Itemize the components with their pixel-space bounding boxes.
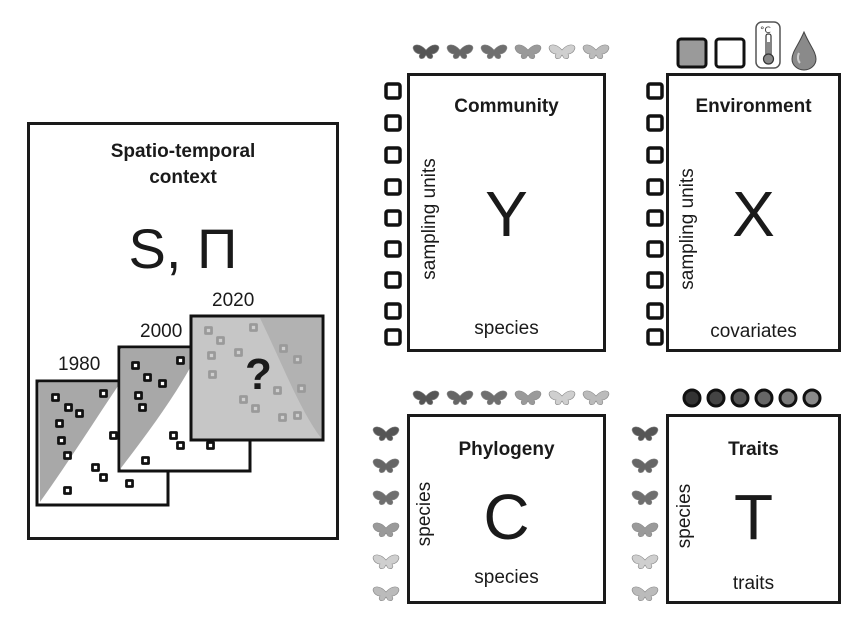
moth-icon — [631, 490, 659, 505]
moth-icon — [446, 390, 474, 405]
traits-row-label: species — [674, 483, 695, 549]
phylogeny-top-moth-icons — [410, 386, 615, 410]
trait-dot-icon — [706, 388, 726, 408]
phylogeny-title: Phylogeny — [458, 439, 555, 460]
trait-dot-icon — [730, 388, 750, 408]
community-title: Community — [454, 96, 559, 117]
community-symbol: Y — [485, 178, 528, 250]
traits-symbol: T — [733, 481, 774, 553]
community-sampling-markers — [383, 82, 403, 347]
environment-title: Environment — [695, 96, 812, 117]
traits-title: Traits — [728, 439, 779, 460]
environment-sampling-markers — [645, 82, 665, 347]
moth-icon — [631, 586, 659, 601]
environment-symbol: X — [732, 178, 775, 250]
trait-dot-icon — [802, 388, 822, 408]
svg-text:°C: °C — [760, 26, 771, 36]
community-moth-icons — [410, 40, 615, 64]
moth-icon — [372, 522, 400, 537]
moth-icon — [480, 390, 508, 405]
moth-icon — [582, 44, 610, 59]
spatio-temporal-context-box: Spatio-temporal context S, Π — [27, 122, 339, 540]
moth-icon — [514, 390, 542, 405]
traits-side-moth-icons — [630, 422, 662, 607]
moth-icon — [372, 458, 400, 473]
traits-dot-icons — [680, 386, 830, 410]
moth-icon — [372, 586, 400, 601]
context-title-line1: Spatio-temporal — [110, 141, 256, 162]
empty-square-icon — [714, 37, 746, 69]
phylogeny-col-label: species — [474, 567, 539, 588]
moth-icon — [480, 44, 508, 59]
environment-col-label: covariates — [710, 321, 797, 342]
year-2000: 2000 — [140, 321, 183, 342]
trait-dot-icon — [754, 388, 774, 408]
moth-icon — [412, 390, 440, 405]
year-2020: 2020 — [212, 290, 255, 311]
environment-row-label: sampling units — [677, 168, 698, 290]
environment-covariate-icons: °C — [676, 20, 826, 72]
filled-square-icon — [676, 37, 708, 69]
phylogeny-symbol: C — [483, 481, 530, 553]
community-row-label: sampling units — [419, 158, 440, 280]
traits-box: Traits T traits — [666, 414, 841, 604]
moth-icon — [446, 44, 474, 59]
community-col-label: species — [474, 318, 539, 339]
moth-icon — [631, 522, 659, 537]
phylogeny-side-moth-icons — [371, 422, 403, 607]
thermometer-icon: °C — [755, 21, 781, 69]
phylogeny-row-label: species — [414, 481, 435, 547]
moth-icon — [372, 554, 400, 569]
community-box: Community Y species — [407, 73, 606, 352]
environment-box: Environment X covariates — [666, 73, 841, 352]
water-drop-icon — [791, 30, 817, 71]
phylogeny-box: Phylogeny C species — [407, 414, 606, 604]
moth-icon — [372, 426, 400, 441]
moth-icon — [514, 44, 542, 59]
traits-col-label: traits — [732, 573, 775, 594]
trait-dot-icon — [778, 388, 798, 408]
moth-icon — [548, 44, 576, 59]
moth-icon — [631, 554, 659, 569]
unknown-mark: ? — [245, 350, 272, 399]
moth-icon — [582, 390, 610, 405]
moth-icon — [372, 490, 400, 505]
year-1980: 1980 — [58, 354, 101, 375]
context-title-line2: context — [149, 167, 217, 188]
moth-icon — [412, 44, 440, 59]
moth-icon — [631, 426, 659, 441]
moth-icon — [548, 390, 576, 405]
moth-icon — [631, 458, 659, 473]
context-symbol: S, Π — [128, 217, 238, 280]
trait-dot-icon — [682, 388, 702, 408]
